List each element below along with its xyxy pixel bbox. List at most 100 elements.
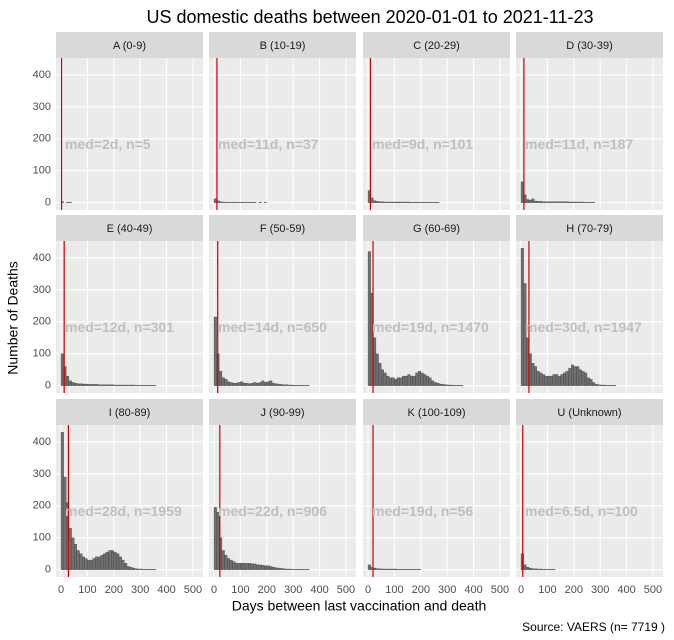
y-tick-label: 100: [33, 532, 51, 544]
median-annotation: med=11d, n=37: [218, 136, 319, 152]
bar: [581, 201, 585, 203]
bar: [402, 201, 406, 203]
bar: [555, 201, 559, 203]
bar: [213, 507, 217, 570]
bar: [391, 568, 395, 570]
median-annotation: med=28d, n=1959: [65, 503, 182, 519]
bar: [555, 374, 559, 386]
bar: [100, 555, 104, 570]
bar: [126, 384, 130, 386]
bar: [269, 380, 273, 386]
x-tick-label: 200: [258, 584, 276, 596]
bar: [534, 568, 537, 570]
bar: [264, 382, 267, 386]
y-tick-label: 0: [45, 380, 51, 392]
bar: [240, 381, 244, 386]
bar: [234, 563, 238, 570]
y-tick-label: 400: [33, 69, 51, 81]
y-tick-label: 100: [33, 348, 51, 360]
x-tick-label: 300: [591, 584, 609, 596]
bar: [544, 201, 548, 203]
bar: [221, 550, 225, 570]
bar: [261, 565, 265, 570]
bar: [386, 375, 390, 386]
bar: [256, 382, 260, 386]
bar: [388, 377, 392, 386]
bar: [373, 337, 377, 386]
y-tick-label: 300: [33, 284, 51, 296]
bar: [418, 371, 421, 386]
strip: [56, 32, 203, 58]
bar: [560, 201, 564, 203]
bar: [105, 384, 109, 386]
bar: [248, 383, 252, 386]
facet-title: B (10-19): [260, 40, 306, 52]
facet-title: J (90-99): [260, 407, 304, 419]
bar: [586, 377, 590, 386]
median-annotation: med=11d, n=187: [525, 136, 633, 152]
bar: [95, 384, 99, 386]
panel: [363, 425, 510, 577]
y-tick-label: 0: [45, 197, 51, 209]
panel: [516, 425, 663, 577]
bar: [571, 364, 574, 386]
bar: [92, 558, 96, 570]
bar: [97, 556, 101, 570]
bar: [240, 563, 244, 570]
bar: [581, 371, 585, 386]
bar: [420, 372, 424, 386]
y-tick-label: 400: [33, 252, 51, 264]
bar: [576, 201, 580, 203]
bar: [71, 537, 75, 570]
y-axis-label: Number of Deaths: [5, 261, 21, 375]
bar: [602, 384, 606, 386]
bar: [439, 383, 443, 386]
bar: [242, 563, 246, 570]
x-tick-label: 400: [464, 584, 482, 596]
bar: [381, 369, 384, 386]
bar: [415, 372, 419, 386]
bar: [282, 384, 286, 386]
bar: [132, 567, 136, 570]
bar: [232, 382, 236, 386]
bar: [386, 568, 390, 570]
bar: [592, 382, 596, 386]
bar: [245, 563, 249, 570]
bar: [536, 371, 540, 386]
bar: [444, 384, 448, 386]
median-annotation: med=19d, n=56: [372, 503, 473, 519]
median-annotation: med=9d, n=101: [372, 136, 473, 152]
bar: [287, 384, 291, 386]
bar: [256, 564, 260, 570]
bar: [126, 566, 130, 570]
bar: [79, 553, 83, 570]
facet-title: H (70-79): [566, 223, 612, 235]
facet-title: C (20-29): [413, 40, 459, 52]
x-tick-label: 100: [78, 584, 96, 596]
strip: [516, 32, 663, 58]
x-tick-label: 500: [337, 584, 355, 596]
bar: [536, 201, 540, 203]
facet-title: E (40-49): [107, 223, 153, 235]
bar: [253, 382, 257, 386]
bar: [560, 374, 564, 386]
panel: [516, 241, 663, 393]
bar: [404, 375, 408, 386]
x-tick-label: 0: [365, 584, 371, 596]
bar: [79, 383, 83, 386]
bar: [447, 384, 450, 386]
x-tick-label: 100: [231, 584, 249, 596]
bar: [219, 371, 223, 386]
bar: [383, 201, 387, 203]
strip: [363, 32, 510, 58]
bar: [277, 383, 281, 386]
bar: [547, 201, 551, 203]
bar: [381, 568, 384, 570]
bar: [534, 200, 537, 203]
bar: [534, 366, 537, 386]
bar: [216, 512, 220, 570]
bar: [103, 553, 107, 570]
bar: [557, 201, 561, 203]
facet-title: A (0-9): [113, 40, 146, 52]
bar: [563, 201, 567, 203]
